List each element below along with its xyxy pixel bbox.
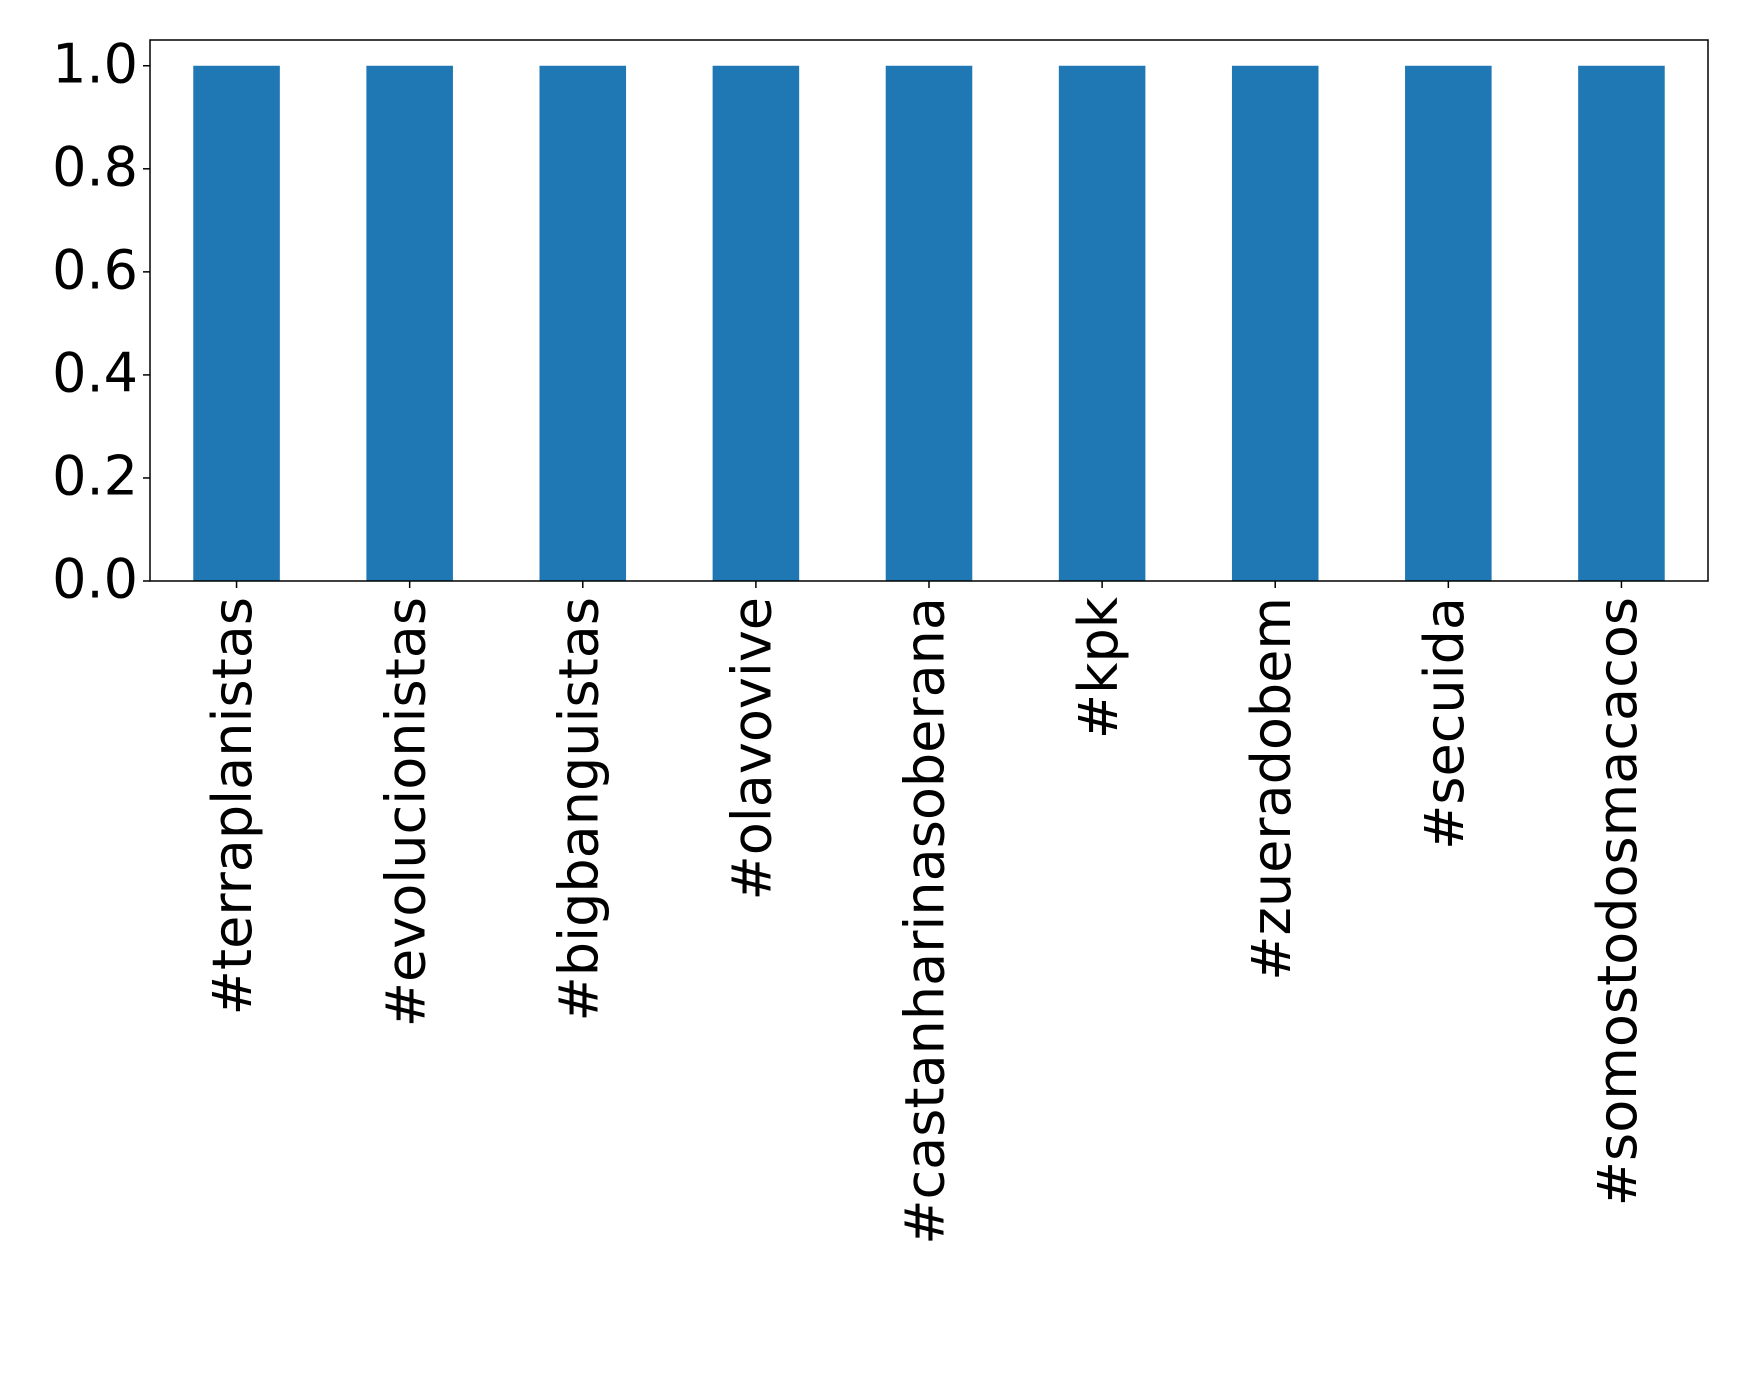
y-tick-label: 0.2: [52, 445, 138, 508]
x-tick-label: #terraplanistas: [201, 597, 264, 1015]
y-tick-label: 0.4: [52, 342, 138, 405]
bar: [1231, 65, 1319, 581]
y-tick-label: 1.0: [52, 32, 138, 95]
x-tick-label: #olavovive: [721, 597, 784, 901]
bar: [539, 65, 627, 581]
bar: [1058, 65, 1146, 581]
bar: [712, 65, 800, 581]
bar: [885, 65, 973, 581]
bar: [366, 65, 453, 581]
bar: [1578, 65, 1665, 581]
y-tick-label: 0.6: [52, 238, 138, 301]
x-tick-label: #castanharinasoberana: [894, 597, 957, 1245]
x-tick-label: #evolucionistas: [374, 597, 437, 1027]
bar: [1405, 65, 1492, 581]
y-tick-label: 0.0: [52, 548, 138, 611]
x-tick-label: #kpk: [1067, 596, 1130, 739]
x-tick-label: #somostodosmacacos: [1586, 597, 1649, 1206]
plot-frame: [149, 39, 1709, 582]
x-tick-label: #bigbanguistas: [547, 597, 610, 1021]
x-tick-label: #secuida: [1413, 597, 1476, 850]
bar: [193, 65, 280, 581]
y-tick-label: 0.8: [52, 135, 138, 198]
x-tick-label: #zueradobem: [1240, 597, 1303, 981]
